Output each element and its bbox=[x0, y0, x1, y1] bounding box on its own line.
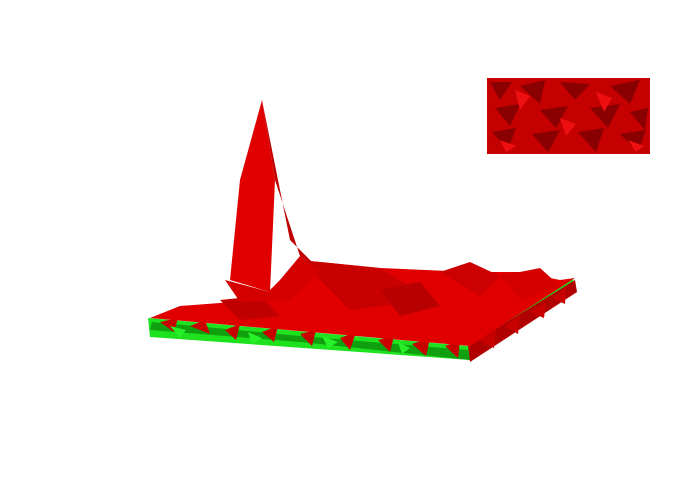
inset-panel bbox=[487, 78, 650, 154]
peak-left-face bbox=[230, 100, 275, 292]
slab-right-edge bbox=[468, 280, 577, 362]
surface-ripple-3 bbox=[380, 282, 440, 316]
peak-base bbox=[225, 256, 320, 302]
edge-green-speckles bbox=[170, 326, 410, 354]
surface-ripple-1 bbox=[440, 262, 500, 296]
peak-right-face bbox=[262, 100, 320, 270]
surface-ripple-4 bbox=[220, 296, 280, 320]
red-surface bbox=[150, 100, 575, 346]
inset-cells-dark bbox=[490, 80, 648, 152]
surface-ripple-2 bbox=[500, 268, 560, 300]
inset-cells-light bbox=[500, 90, 644, 152]
